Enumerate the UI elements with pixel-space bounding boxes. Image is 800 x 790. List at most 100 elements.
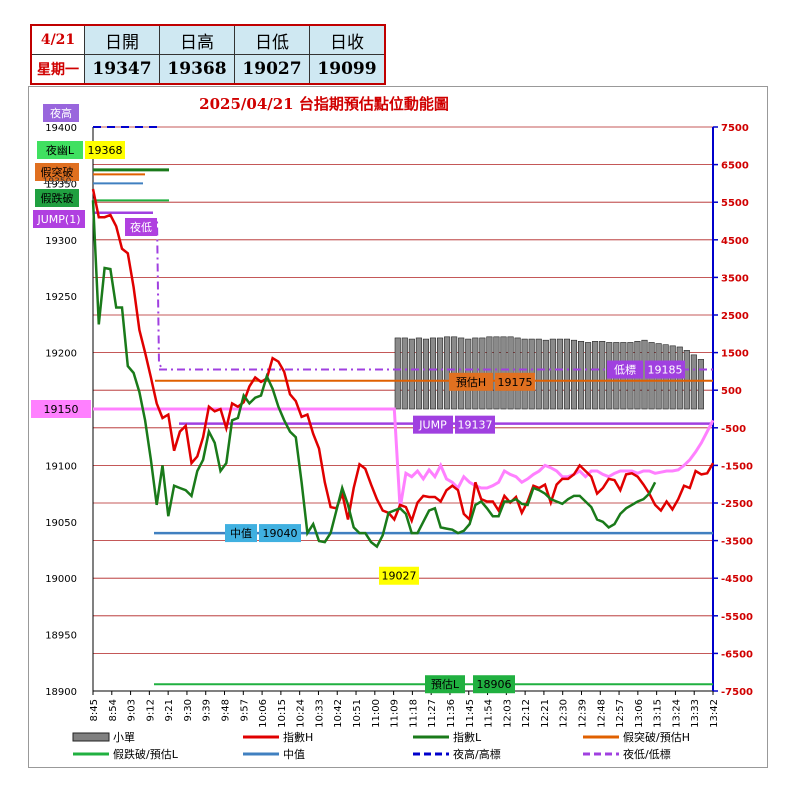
small-order-bar-25 xyxy=(570,339,578,410)
x-tick-label-28: 12:57 xyxy=(615,699,626,728)
summary-header-low: 日低 xyxy=(234,24,310,55)
x-tick-label-27: 12:48 xyxy=(596,699,607,728)
left-tick-label-3: 19250 xyxy=(45,292,77,303)
label-median: 中值 xyxy=(230,527,252,540)
x-tick-label-23: 12:12 xyxy=(521,699,532,728)
x-tick-label-24: 12:21 xyxy=(540,699,551,728)
right-tick-label-10: -2500 xyxy=(721,499,753,510)
label-left-19150-box xyxy=(31,400,91,418)
label-forecast-l-value: 18906 xyxy=(477,678,512,691)
momentum-chart: 2025/04/21 台指期預估點位動能圖 7500 6500 5500 4500 350… xyxy=(31,95,753,761)
label-night-low: 夜低 xyxy=(130,220,152,234)
label-jump-box xyxy=(413,415,453,434)
label-forecast-h: 預估H xyxy=(456,376,486,389)
right-tick-label-13: -5500 xyxy=(721,612,753,623)
left-tick-label-7: 19050 xyxy=(45,518,77,529)
small-order-bar-41 xyxy=(683,350,690,410)
label-jump1: JUMP(1) xyxy=(36,213,80,226)
summary-header-open: 日開 xyxy=(84,24,160,55)
label-day-low: 19027 xyxy=(382,570,417,583)
small-order-bar-29 xyxy=(599,341,606,410)
label-forecast-h-value-box xyxy=(495,372,535,391)
label-low-target-box xyxy=(607,360,643,379)
legend-label-6: 夜高/高標 xyxy=(453,747,501,761)
label-fake-breakdown: 假跌破 xyxy=(41,191,74,205)
x-tick-label-15: 11:00 xyxy=(371,699,382,728)
legend-label-4: 假跌破/預估L xyxy=(113,747,179,761)
x-tick-label-13: 10:42 xyxy=(333,699,344,728)
small-order-bar-43 xyxy=(697,359,704,410)
label-day-low-box xyxy=(379,566,419,585)
x-tick-label-30: 13:15 xyxy=(653,699,664,728)
right-tick-label-1: 6500 xyxy=(721,161,749,172)
x-tick-label-33: 13:42 xyxy=(709,699,720,728)
x-tick-label-5: 9:30 xyxy=(183,699,194,721)
label-night-high: 夜高 xyxy=(50,106,72,120)
label-median-box xyxy=(225,524,257,543)
label-low-target: 低標 xyxy=(614,363,636,377)
label-jump1-box xyxy=(33,210,85,228)
x-tick-label-11: 10:24 xyxy=(296,699,307,728)
summary-weekday: 星期一 xyxy=(30,54,85,85)
right-tick-label-5: 2500 xyxy=(721,311,749,322)
legend-label-1: 指數H xyxy=(283,730,313,744)
small-order-bar-20 xyxy=(535,338,542,410)
label-left-19150: 19150 xyxy=(44,403,79,416)
label-low-target-value-box xyxy=(645,360,685,379)
small-order-bar-21 xyxy=(542,339,549,410)
legend-label-0: 小單 xyxy=(113,731,135,744)
night-low-line xyxy=(147,218,164,371)
right-tick-label-2: 5500 xyxy=(721,198,749,209)
index-h-line xyxy=(91,188,715,525)
x-tick-label-0: 8:45 xyxy=(89,699,100,721)
label-forecast-l-value-box xyxy=(473,675,515,694)
left-tick-label-4: 19200 xyxy=(45,349,77,360)
label-forecast-h-box xyxy=(449,372,493,391)
x-tick-label-6: 9:39 xyxy=(202,699,213,721)
x-tick-label-29: 13:06 xyxy=(634,699,645,728)
label-night-session-box xyxy=(37,141,83,159)
small-order-bar-1 xyxy=(401,337,408,410)
label-fake-breakout: 假突破 xyxy=(41,165,74,179)
small-order-bar-24 xyxy=(563,338,571,410)
right-tick-label-12: -4500 xyxy=(721,574,753,585)
legend-label-7: 夜低/低標 xyxy=(623,747,671,761)
x-tick-label-16: 11:09 xyxy=(390,699,401,728)
right-tick-label-8: -500 xyxy=(721,424,746,435)
small-order-bar-2 xyxy=(408,338,415,410)
label-night-session-value-box xyxy=(85,141,125,159)
label-low-target-value: 19185 xyxy=(648,364,683,377)
left-tick-label-10: 18900 xyxy=(45,687,77,698)
right-tick-label-3: 4500 xyxy=(721,236,749,247)
summary-low-value: 19027 xyxy=(234,54,310,85)
small-order-bar-27 xyxy=(585,342,592,410)
left-tick-label-6: 19100 xyxy=(45,461,77,472)
label-fake-breakout-box xyxy=(35,163,79,181)
label-fake-breakdown-box xyxy=(35,189,79,207)
x-tick-label-17: 11:18 xyxy=(408,699,419,728)
small-order-bar-3 xyxy=(415,337,422,410)
small-order-bar-23 xyxy=(556,338,563,410)
right-tick-label-9: -1500 xyxy=(721,461,753,472)
chart-title: 2025/04/21 台指期預估點位動能圖 xyxy=(199,95,449,113)
label-night-high-box xyxy=(43,104,79,122)
label-median-value: 19040 xyxy=(263,527,298,540)
small-order-bar-28 xyxy=(592,341,599,410)
x-tick-label-9: 10:06 xyxy=(258,699,269,728)
right-tick-label-6: 1500 xyxy=(721,349,749,360)
label-fake-breakout-value: 19350 xyxy=(43,177,72,187)
small-order-bar-22 xyxy=(549,338,556,410)
left-tick-label-8: 19000 xyxy=(45,574,77,585)
legend-label-5: 中值 xyxy=(283,748,305,761)
label-jump-value: 19137 xyxy=(458,419,493,432)
right-tick-label-11: -3500 xyxy=(721,537,753,548)
jump-track-line xyxy=(93,407,715,509)
left-tick-label-2: 19300 xyxy=(45,236,77,247)
x-tick-label-7: 9:48 xyxy=(221,699,232,721)
right-tick-label-14: -6500 xyxy=(721,649,753,660)
right-tick-label-15: -7500 xyxy=(721,687,753,698)
x-tick-label-8: 9:57 xyxy=(239,699,250,721)
chart-frame: 2025/04/21 台指期預估點位動能圖 7500 6500 5500 4500 350… xyxy=(28,86,768,768)
x-tick-label-12: 10:33 xyxy=(314,699,325,728)
legend-label-3: 假突破/預估H xyxy=(623,730,690,744)
